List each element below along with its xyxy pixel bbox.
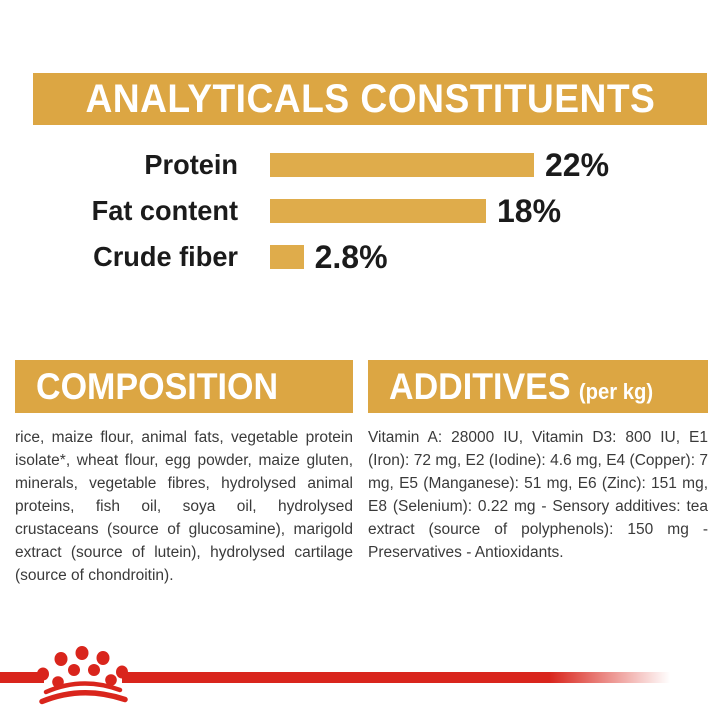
chart-bar-protein [270, 153, 534, 177]
additives-title: ADDITIVES [389, 365, 571, 407]
brand-stripe-right [122, 672, 670, 683]
chart-bar-fat-content [270, 199, 486, 223]
additives-section: ADDITIVES (per kg) Vitamin A: 28000 IU, … [368, 360, 708, 564]
royal-canin-crown-icon [37, 646, 128, 705]
additives-body-text: Vitamin A: 28000 IU, Vitamin D3: 800 IU,… [368, 429, 708, 561]
chart-label-crude-fiber: Crude fiber [93, 241, 239, 272]
analyticals-title: ANALYTICALS CONSTITUENTS [85, 76, 655, 121]
brand-stripe-left [0, 672, 44, 683]
composition-section: COMPOSITION rice, maize flour, animal fa… [15, 360, 353, 587]
chart-value-fat-content: 18% [497, 192, 562, 229]
chart-row-crude-fiber: Crude fiber 2.8% [0, 234, 720, 280]
analyticals-banner: ANALYTICALS CONSTITUENTS [33, 73, 707, 125]
composition-body-text: rice, maize flour, animal fats, vegetabl… [15, 429, 353, 584]
composition-title-wrap: COMPOSITION [36, 366, 278, 408]
chart-value-crude-fiber: 2.8% [314, 238, 388, 275]
composition-title: COMPOSITION [36, 365, 279, 407]
constituents-chart: Protein 22% Fat content 18% Crude fiber … [0, 142, 720, 280]
chart-value-protein: 22% [545, 146, 610, 183]
chart-row-fat-content: Fat content 18% [0, 188, 720, 234]
additives-title-wrap: ADDITIVES (per kg) [389, 366, 653, 408]
chart-label-protein: Protein [144, 149, 238, 180]
additives-per-kg-label: (per kg) [578, 378, 654, 404]
chart-bar-crude-fiber [270, 245, 304, 269]
composition-banner: COMPOSITION [15, 360, 353, 413]
additives-banner: ADDITIVES (per kg) [368, 360, 708, 413]
chart-row-protein: Protein 22% [0, 142, 720, 188]
chart-label-fat-content: Fat content [91, 195, 238, 226]
